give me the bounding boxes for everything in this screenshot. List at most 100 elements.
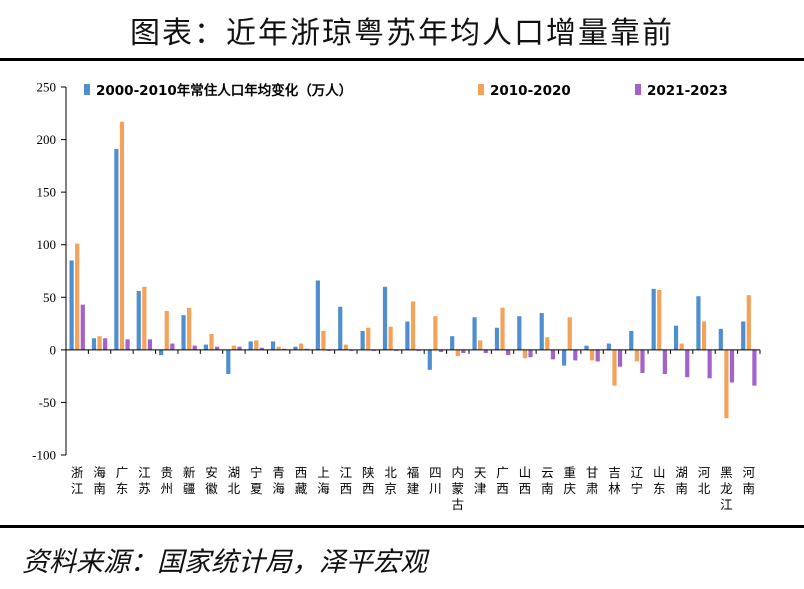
bar-四川-1 — [427, 349, 432, 370]
legend-swatch-2 — [478, 84, 484, 95]
bar-内蒙古-3 — [461, 349, 466, 354]
bar-黑龙江-2 — [724, 349, 729, 419]
bar-青海-3 — [282, 348, 287, 350]
y-tick-label: 250 — [37, 80, 57, 95]
bar-湖北-2 — [231, 345, 237, 350]
chart-title: 图表：近年浙琼粤苏年均人口增量靠前 — [130, 16, 674, 51]
x-category-label: 湖南 — [675, 465, 688, 496]
x-category-label: 陕西 — [362, 465, 375, 496]
bar-天津-2 — [478, 340, 483, 350]
bar-青海-2 — [276, 346, 281, 350]
bar-吉林-3 — [617, 349, 623, 367]
bar-山东-2 — [657, 289, 662, 350]
x-category-label: 内蒙古 — [452, 465, 465, 512]
bar-广东-1 — [114, 149, 119, 350]
bar-福建-3 — [416, 349, 421, 351]
bar-宁夏-2 — [254, 340, 259, 350]
bar-天津-1 — [472, 317, 477, 350]
bar-江西-3 — [349, 349, 354, 351]
bar-福建-2 — [410, 301, 416, 350]
bar-海南-1 — [91, 338, 97, 350]
source-divider — [0, 525, 804, 528]
bar-北京-1 — [382, 286, 388, 350]
x-category-label: 重庆 — [563, 465, 576, 496]
bar-西藏-2 — [298, 343, 304, 350]
bar-山东-1 — [651, 288, 656, 350]
bar-黑龙江-3 — [729, 349, 735, 383]
x-category-label: 四川 — [429, 465, 442, 496]
x-category-label: 宁夏 — [250, 465, 263, 496]
x-category-label: 西藏 — [295, 465, 308, 496]
bar-四川-2 — [433, 316, 438, 350]
bar-贵州-2 — [164, 310, 169, 350]
bar-江西-2 — [343, 344, 348, 350]
bar-湖南-2 — [679, 343, 684, 350]
x-category-label: 上海 — [317, 465, 330, 496]
y-tick-label: 50 — [43, 290, 56, 305]
bar-湖南-1 — [673, 325, 679, 350]
bar-北京-3 — [394, 349, 399, 351]
bar-浙江-1 — [69, 260, 74, 350]
bar-浙江-2 — [75, 243, 80, 350]
legend-swatch-1 — [84, 84, 90, 95]
legend-swatch-3 — [635, 84, 641, 95]
bar-湖南-3 — [685, 349, 690, 378]
bar-河南-1 — [741, 321, 746, 350]
bar-安徽-2 — [209, 334, 214, 350]
x-category-label: 贵州 — [160, 465, 173, 496]
bar-江苏-1 — [136, 290, 141, 350]
bar-上海-2 — [321, 330, 326, 350]
y-tick-label: 0 — [50, 342, 57, 357]
bar-广西-2 — [500, 307, 505, 350]
bar-河南-2 — [746, 295, 751, 350]
bar-河北-3 — [707, 349, 712, 379]
bar-河北-2 — [701, 321, 707, 350]
bar-辽宁-2 — [634, 349, 639, 362]
x-category-label: 北京 — [384, 465, 397, 496]
y-tick-label: 100 — [37, 237, 57, 252]
bar-福建-1 — [405, 321, 410, 350]
bar-贵州-3 — [170, 343, 175, 350]
bar-山东-3 — [662, 349, 667, 375]
y-tick-label: -100 — [32, 448, 56, 463]
bar-辽宁-3 — [640, 349, 645, 373]
bar-吉林-2 — [612, 349, 617, 386]
bar-西藏-1 — [293, 346, 298, 350]
legend: 2000-2010年常住人口年均变化（万人） 2010-2020 2021-2023 — [84, 82, 728, 99]
x-category-label: 辽宁 — [631, 465, 644, 496]
bar-江西-1 — [338, 306, 343, 350]
bar-云南-2 — [545, 337, 550, 350]
bar-山西-1 — [517, 316, 522, 350]
x-category-label: 广东 — [116, 465, 129, 496]
x-category-label: 海南 — [93, 465, 106, 496]
bar-江苏-3 — [147, 339, 153, 350]
bar-甘肃-3 — [595, 349, 600, 362]
x-category-label: 河南 — [743, 465, 756, 496]
bar-贵州-1 — [159, 349, 164, 356]
bar-海南-3 — [103, 338, 108, 350]
y-axis: 250 200 150 100 50 0 -50 -100 — [32, 80, 67, 463]
bar-内蒙古-2 — [455, 349, 460, 357]
bar-新疆-2 — [187, 307, 192, 350]
bar-安徽-3 — [215, 346, 220, 350]
bar-湖北-1 — [226, 349, 231, 375]
bar-广东-2 — [119, 121, 125, 350]
y-tick-label: 150 — [37, 185, 57, 200]
bar-云南-1 — [539, 313, 544, 350]
x-category-label: 甘肃 — [586, 465, 599, 496]
x-category-label: 山东 — [653, 465, 666, 496]
bar-西藏-3 — [304, 348, 309, 350]
bar-陕西-3 — [371, 349, 376, 351]
x-category-label: 湖北 — [228, 465, 241, 496]
y-tick-label: -50 — [39, 395, 56, 410]
bar-四川-3 — [438, 349, 444, 352]
x-category-label: 吉林 — [608, 465, 621, 496]
bar-上海-1 — [315, 280, 320, 350]
bar-重庆-1 — [562, 349, 567, 366]
bar-宁夏-1 — [248, 341, 253, 350]
x-category-label: 广西 — [496, 465, 509, 496]
x-category-label: 黑龙江 — [720, 465, 733, 512]
x-category-label: 山西 — [519, 465, 532, 496]
bar-广东-3 — [125, 339, 130, 350]
